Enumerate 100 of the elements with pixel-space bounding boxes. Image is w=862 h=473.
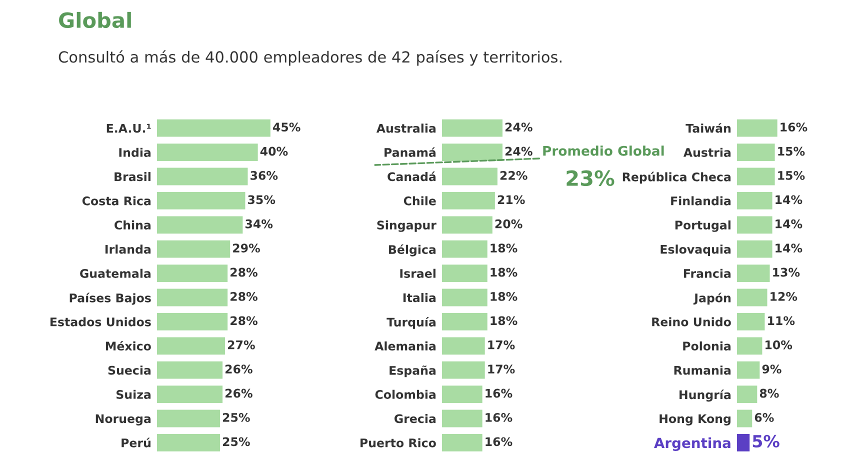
bar — [442, 192, 495, 210]
data-label: 36% — [250, 170, 278, 180]
data-label: 9% — [762, 364, 782, 374]
bar — [737, 434, 750, 452]
bar — [157, 288, 228, 306]
bar — [737, 240, 772, 258]
y-tick-label: Grecia — [394, 414, 436, 424]
y-tick-label: Finlandia — [671, 196, 731, 206]
data-label: 17% — [488, 340, 515, 350]
data-label: 11% — [768, 316, 795, 326]
data-label: 18% — [490, 316, 518, 326]
y-tick-label: Reino Unido — [652, 317, 731, 326]
data-label: 24% — [505, 122, 532, 132]
data-label: 5% — [752, 434, 780, 448]
bar — [157, 361, 223, 379]
bar — [737, 386, 758, 404]
y-tick-label: Costa Rica — [82, 196, 151, 206]
bar — [157, 119, 270, 137]
y-tick-label: Argentina — [654, 437, 730, 451]
bar — [442, 144, 502, 162]
y-tick-label: Rumania — [674, 366, 731, 375]
y-tick-label: Taiwán — [686, 123, 731, 133]
y-tick-label: China — [114, 220, 151, 230]
data-label: 26% — [225, 388, 252, 398]
data-label: 40% — [260, 146, 288, 156]
bar — [442, 264, 488, 282]
bar — [737, 288, 768, 306]
data-label: 15% — [778, 170, 805, 180]
y-tick-label: Guatemala — [80, 268, 151, 278]
y-tick-label: República Checa — [622, 172, 731, 184]
y-tick-label: Estados Unidos — [50, 317, 151, 326]
data-label: 21% — [498, 195, 525, 204]
data-label: 13% — [773, 268, 800, 277]
y-tick-label: Israel — [400, 268, 436, 278]
text: Promedio Global — [543, 146, 664, 156]
data-label: 28% — [230, 316, 258, 326]
y-tick-label: Panamá — [384, 147, 436, 157]
data-label: 25% — [222, 412, 250, 422]
y-tick-label: Noruega — [96, 414, 151, 426]
bar — [737, 312, 765, 330]
bar — [442, 240, 488, 258]
y-tick-label: Irlanda — [105, 244, 151, 254]
bar — [737, 216, 772, 234]
bar — [442, 337, 485, 355]
data-label: 29% — [233, 244, 260, 253]
bar — [157, 240, 230, 258]
bar — [737, 264, 770, 282]
bar — [442, 312, 488, 330]
y-tick-label: México — [106, 340, 151, 351]
bar — [737, 144, 775, 162]
y-tick-label: Hungría — [680, 390, 731, 402]
data-label: 18% — [490, 244, 518, 253]
data-label: 14% — [776, 244, 802, 253]
data-label: 16% — [486, 437, 512, 446]
data-label: 18% — [490, 268, 518, 277]
data-label: 45% — [272, 122, 300, 132]
bar — [442, 434, 482, 452]
text: Consultó a más de 40.000 empleadores de 42 países y territorios. — [58, 50, 562, 66]
bar — [157, 144, 258, 162]
bar — [442, 216, 492, 234]
bar — [737, 119, 778, 137]
data-label: 12% — [770, 292, 798, 301]
bar — [157, 192, 246, 210]
bar — [737, 410, 752, 428]
bar — [737, 192, 772, 210]
y-tick-label: E.A.U.¹ — [106, 124, 151, 133]
data-label: 14% — [776, 219, 802, 228]
y-tick-label: Singapur — [377, 220, 436, 232]
bar — [442, 119, 502, 137]
data-label: 16% — [780, 122, 808, 132]
data-label: 28% — [230, 268, 258, 277]
y-tick-label: Polonia — [683, 341, 731, 351]
bar — [157, 337, 226, 355]
y-tick-label: Suiza — [116, 390, 151, 399]
bar — [157, 312, 228, 330]
bar — [737, 168, 775, 186]
bar — [157, 264, 228, 282]
y-tick-label: Perú — [122, 438, 150, 448]
bar — [157, 216, 243, 234]
y-tick-label: Puerto Rico — [360, 438, 436, 448]
bar — [157, 168, 248, 186]
data-label: 25% — [222, 437, 250, 446]
y-tick-label: Colombia — [375, 390, 436, 399]
bar — [442, 288, 488, 306]
data-label: 34% — [246, 219, 273, 228]
bar — [442, 386, 482, 404]
data-label: 20% — [495, 219, 522, 228]
bar — [157, 386, 223, 404]
bar — [442, 361, 485, 379]
bar — [442, 410, 482, 428]
data-label: 16% — [486, 388, 512, 398]
data-label: 15% — [778, 146, 805, 156]
y-tick-label: Bélgica — [389, 244, 436, 256]
y-tick-label: Italia — [403, 293, 436, 302]
y-tick-label: Australia — [376, 124, 436, 133]
data-label: 17% — [488, 364, 515, 374]
y-tick-label: Chile — [404, 196, 436, 206]
bar — [737, 361, 760, 379]
y-tick-label: Canadá — [388, 172, 436, 182]
bar — [442, 168, 498, 186]
